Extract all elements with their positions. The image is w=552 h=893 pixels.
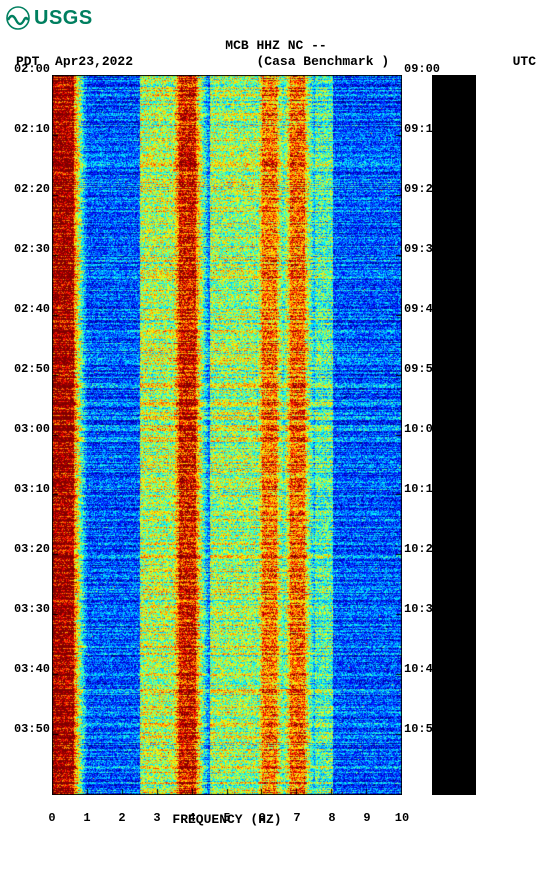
right-time-axis: 09:0009:1009:2009:3009:4009:5010:0010:10… [404,75,450,795]
frequency-axis-label: FREQUENCY (HZ) [52,812,402,827]
station-line: MCB HHZ NC -- [6,38,546,54]
usgs-text: USGS [34,7,93,30]
left-time-axis: 02:0002:1002:2002:3002:4002:5003:0003:10… [8,75,50,795]
right-tz: UTC [513,54,536,70]
spectrogram-canvas [52,75,402,795]
chart-header: MCB HHZ NC -- PDT Apr23,2022 (Casa Bench… [6,38,546,69]
spectrogram-box: 02:0002:1002:2002:3002:4002:5003:0003:10… [52,75,402,795]
station-name: (Casa Benchmark ) [257,54,390,70]
wave-icon [6,6,30,30]
plot-area: 02:0002:1002:2002:3002:4002:5003:0003:10… [52,75,546,795]
usgs-logo: USGS [6,6,546,30]
